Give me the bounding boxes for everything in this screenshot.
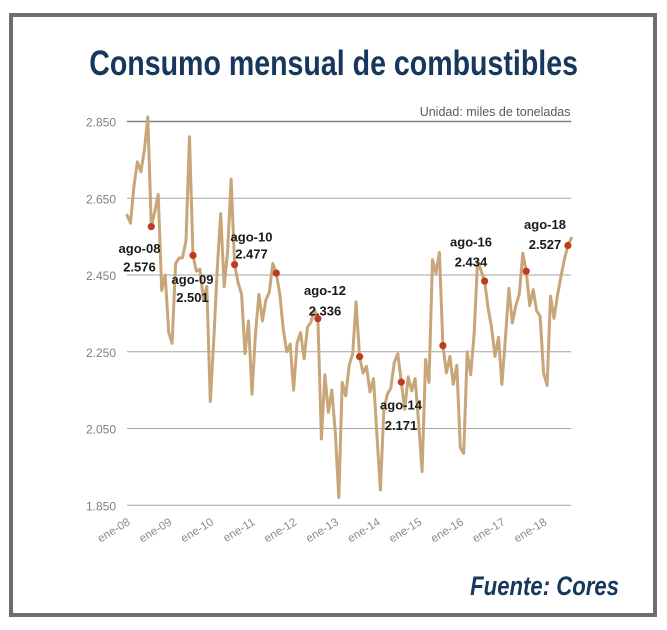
svg-text:ago-09: ago-09 [172,272,214,287]
svg-text:ago-10: ago-10 [231,230,273,245]
svg-text:ago-18: ago-18 [524,217,566,232]
svg-text:2.250: 2.250 [86,346,116,360]
svg-text:2.050: 2.050 [86,423,116,437]
svg-text:ene-10: ene-10 [179,516,216,545]
svg-text:ago-16: ago-16 [450,235,492,250]
svg-text:ene-11: ene-11 [221,516,257,545]
svg-text:ene-12: ene-12 [262,516,299,545]
svg-text:ene-15: ene-15 [387,516,424,545]
svg-text:ene-16: ene-16 [429,516,466,545]
svg-text:2.850: 2.850 [86,116,116,130]
svg-text:2.171: 2.171 [385,418,418,433]
svg-text:2.336: 2.336 [309,304,342,319]
svg-text:2.527: 2.527 [529,237,562,252]
svg-text:ago-14: ago-14 [380,398,423,413]
svg-text:ene-13: ene-13 [304,516,341,545]
svg-text:Unidad: miles de toneladas: Unidad: miles de toneladas [420,105,571,119]
svg-text:ene-09: ene-09 [137,516,174,545]
svg-text:2.650: 2.650 [86,192,116,206]
svg-text:2.501: 2.501 [176,290,209,305]
svg-text:2.434: 2.434 [455,255,488,270]
svg-text:1.850: 1.850 [86,499,116,513]
svg-text:2.450: 2.450 [86,269,116,283]
svg-text:ene-18: ene-18 [512,516,549,545]
svg-text:ene-14: ene-14 [346,516,383,545]
svg-text:ene-17: ene-17 [471,516,508,545]
svg-text:ene-08: ene-08 [96,516,133,545]
svg-text:2.477: 2.477 [235,247,268,262]
svg-text:2.576: 2.576 [123,260,156,275]
svg-text:ago-12: ago-12 [304,283,346,298]
svg-text:ago-08: ago-08 [119,241,161,256]
